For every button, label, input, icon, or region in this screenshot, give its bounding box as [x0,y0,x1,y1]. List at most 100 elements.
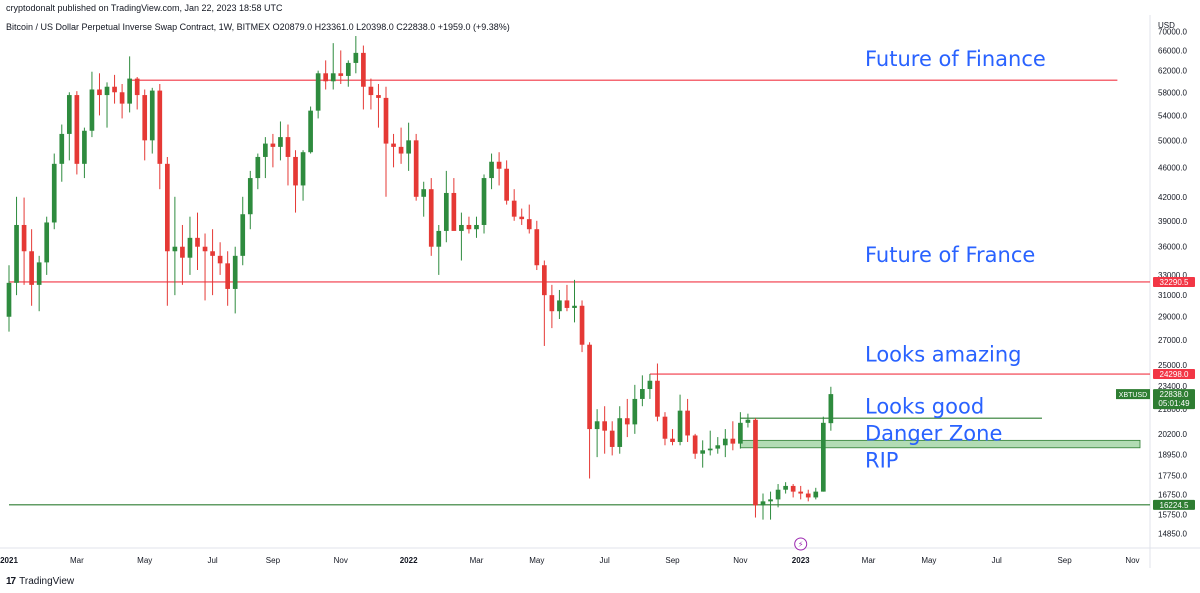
candle-body [368,86,374,96]
candle-body [813,491,819,498]
event-marker-glyph: ⚡ [798,540,804,549]
currency-label: USD [1158,21,1175,30]
candle-body [134,78,140,96]
candle-body [715,445,721,449]
y-tick-label: 20200.0 [1158,430,1187,439]
y-tick-label: 18950.0 [1158,451,1187,460]
x-tick-label: Mar [70,556,84,565]
y-tick-label: 42000.0 [1158,193,1187,202]
x-tick-label: 2022 [400,556,418,565]
candle-body [738,422,743,444]
label-16224: 16224.5 [1160,501,1189,510]
candle-body [489,161,494,179]
candle-body [474,224,479,230]
candle-body [459,224,464,231]
y-tick-label: 16750.0 [1158,491,1187,500]
tradingview-brand-label: TradingView [19,576,75,587]
x-tick-label: Sep [266,556,281,565]
candle-body [413,140,419,197]
y-tick-label: 15750.0 [1158,510,1187,519]
tradingview-branding[interactable]: 17 TradingView [6,576,74,587]
candle-body [293,156,298,186]
y-tick-label: 23400.0 [1158,382,1187,391]
candle-body [564,300,570,308]
x-tick-label: Jul [207,556,217,565]
candle-body [753,419,758,506]
candle-body [557,300,562,312]
candle-body [481,178,487,225]
candle-body [383,97,389,144]
label-32290: 32290.5 [1160,278,1189,287]
candle-body [692,435,698,454]
candle-body [594,421,600,430]
candle-body [700,450,706,454]
x-tick-label: Nov [334,556,348,565]
candle-body [278,137,283,147]
candle-body [361,52,366,87]
candle-body [149,90,155,141]
candle-body [783,485,788,490]
candle-body [398,146,404,154]
candle-body [51,163,57,223]
candle-body [519,216,525,220]
candle-body [828,394,834,424]
candle-body [670,438,675,442]
event-marker-icon [794,537,808,551]
candle-body [232,255,238,289]
candle-body [14,224,19,283]
y-tick-label: 27000.0 [1158,336,1187,345]
candle-body [36,262,42,285]
candle-body [549,295,555,312]
x-tick-label: Jul [992,556,1002,565]
candle-body [247,178,253,215]
annotation-rip: RIP [865,449,898,473]
candle-body [97,89,102,96]
candle-body [790,485,796,492]
candle-body [330,73,336,82]
candle-body [745,419,751,423]
y-tick-label: 31000.0 [1158,291,1187,300]
candle-body [157,90,163,164]
candle-body [187,237,193,258]
candle-body [677,410,683,442]
y-tick-label: 50000.0 [1158,136,1187,145]
candle-body [180,246,185,258]
candle-body [730,438,736,444]
candle-body [609,430,615,447]
label-current-box [1153,389,1195,410]
y-tick-label: 25000.0 [1158,361,1187,370]
y-tick-label: 36000.0 [1158,243,1187,252]
candle-body [165,163,170,252]
candle-body [142,95,148,141]
candle-body [406,140,411,154]
candle-body [685,410,690,436]
annotation-future-of-finance: Future of Finance [865,47,1046,71]
candle-body [255,156,261,179]
label-current-countdown: 05:01:49 [1158,399,1190,408]
y-tick-label: 33000.0 [1158,271,1187,280]
x-tick-label: May [921,556,936,565]
candle-body [376,95,381,98]
candle-body [662,416,668,439]
publisher-line: cryptodonalt published on TradingView.co… [6,3,283,13]
x-tick-label: Sep [665,556,680,565]
candle-body [466,224,472,230]
ticker-tag: XBTUSD [1119,392,1147,399]
candle-body [768,499,773,502]
ticker-tag-box [1116,389,1150,400]
candle-body [263,143,268,157]
candle-body [722,438,728,446]
candle-body [240,214,246,256]
candle-body [82,130,87,164]
candle-body [707,448,713,451]
candle-body [119,92,125,104]
candle-body [127,78,132,104]
x-tick-label: Mar [862,556,876,565]
candle-body [112,86,117,93]
annotation-danger-zone: Danger Zone [865,421,1002,445]
x-tick-label: Jul [600,556,610,565]
candle-body [300,152,306,186]
candle-body [195,237,200,247]
y-tick-label: 14850.0 [1158,530,1187,539]
